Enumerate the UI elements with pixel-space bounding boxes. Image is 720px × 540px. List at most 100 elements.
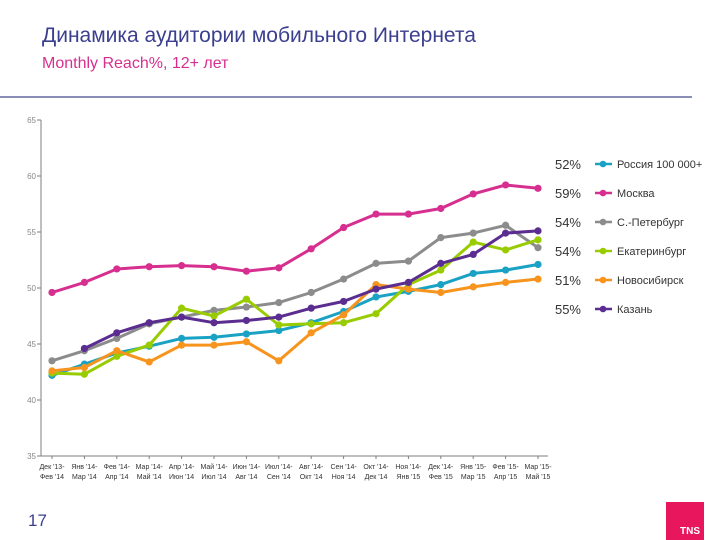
end-value-label: 51% [555,273,581,288]
data-point [372,285,380,293]
tns-logo: TNS [666,502,704,540]
legend-swatch-marker [599,276,607,284]
data-point [178,313,186,321]
data-point [469,190,477,198]
data-point [80,363,88,372]
x-tick-label: Янв '15- [460,464,487,471]
data-point [178,304,186,312]
data-point [80,278,88,286]
x-tick-label: Май '14 [137,473,162,481]
data-point [469,229,477,237]
y-tick-label: 50 [27,284,36,293]
data-point [145,358,153,366]
y-tick-label: 40 [27,396,36,405]
data-point [113,265,121,273]
data-point [307,304,315,312]
legend-label: Новосибирск [617,275,684,287]
data-point [210,319,218,327]
legend-swatch-marker [599,189,607,197]
data-point [307,245,315,253]
data-point [340,297,348,306]
data-point [372,210,380,218]
y-tick-label: 60 [27,172,36,181]
data-point [275,298,283,307]
data-point [113,329,121,337]
x-tick-label: Апр '14 [105,474,129,481]
data-point [145,341,153,349]
page-title: Динамика аудитории мобильного Интернета [42,24,476,47]
series-line-5 [50,277,540,373]
data-point [210,333,218,341]
data-point [534,244,542,252]
legend-label: Казань [617,304,653,316]
x-tick-label: Июн '14- [233,464,261,471]
legend-swatch-marker [599,160,607,168]
end-value-label: 55% [555,302,581,317]
data-point [210,306,218,314]
x-tick-label: Фев '14 [40,474,64,481]
x-tick-label: Дек '14- [428,464,454,471]
data-point [307,329,315,337]
data-point [404,285,412,293]
x-tick-label: Ноя '14- [395,464,422,471]
x-tick-label: Мар '14 [72,474,97,481]
data-point [113,352,121,360]
legend-swatch-marker [599,305,607,313]
data-point [48,288,56,297]
x-tick-label: Май '15 [526,473,551,481]
end-value-label: 54% [555,244,581,259]
legend-swatch-marker [599,247,607,255]
x-tick-label: Мар '15 [461,474,486,481]
x-tick-label: Фев '15 [429,474,453,481]
data-point [80,370,88,378]
data-point [502,181,510,189]
data-point [113,334,121,342]
x-tick-label: Мар '15- [524,464,552,471]
data-point [178,334,186,342]
end-value-label: 54% [555,215,581,230]
data-point [502,229,510,237]
data-point [48,357,56,365]
data-point [275,357,283,365]
x-tick-label: Сен '14 [267,474,291,481]
y-tick-label: 45 [27,340,36,349]
data-point [275,264,283,272]
data-point [210,312,218,320]
data-point [307,288,315,297]
data-point [404,210,412,218]
data-point [502,278,510,286]
x-tick-label: Окт '14 [300,474,323,481]
x-tick-label: Авг '14- [299,464,324,471]
y-tick-label: 65 [27,116,36,125]
x-tick-label: Июн '14 [169,474,194,481]
data-point [210,341,218,349]
end-value-label: 59% [555,186,581,201]
x-tick-label: Июл '14- [265,464,293,471]
legend-label: Россия 100 000+ [617,159,702,171]
data-point [113,347,121,355]
end-value-label: 52% [555,157,581,172]
x-tick-label: Апр '15 [494,474,518,481]
data-point [502,266,510,274]
data-point [534,184,542,192]
x-tick-label: Мар '14- [136,464,164,471]
data-point [145,319,153,327]
legend-label: Москва [617,188,655,200]
data-point [340,311,348,319]
data-point [469,238,477,246]
data-point [242,295,250,303]
data-point [437,266,445,274]
data-point [437,234,445,242]
data-point [534,275,542,283]
series-line-4 [50,238,540,376]
data-point [534,227,542,235]
data-point [275,313,283,321]
x-tick-label: Дек '14 [365,474,388,481]
data-point [80,344,88,353]
y-tick-label: 55 [27,228,36,237]
data-point [404,257,412,265]
legend-label: С.-Петербург [617,217,684,229]
page-subtitle: Monthly Reach%, 12+ лет [42,55,229,72]
data-point [340,275,348,283]
